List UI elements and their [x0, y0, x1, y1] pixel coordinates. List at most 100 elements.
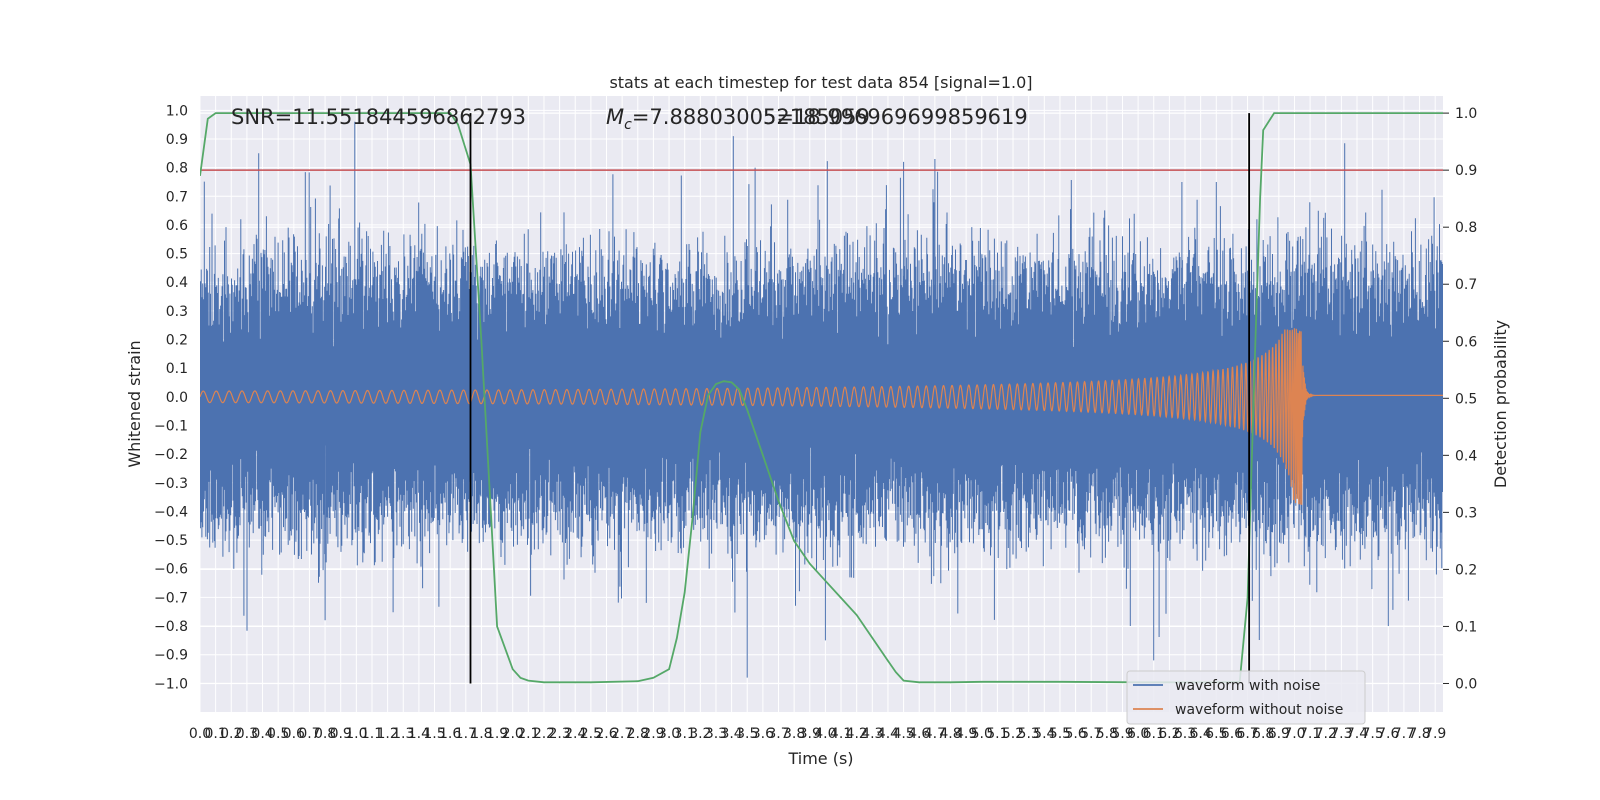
x-tick-label: 3.0: [658, 726, 680, 742]
overlap-annotation: 5=18.996969699859619: [763, 105, 1028, 129]
x-tick-label: 0.4: [251, 726, 273, 742]
x-tick-label: 7.4: [1346, 726, 1368, 742]
y2-tick-label: 0.7: [1455, 277, 1477, 293]
y-tick-label: 0.6: [166, 218, 188, 234]
y-tick-label: 0.9: [166, 132, 188, 148]
x-tick-label: 3.2: [689, 726, 711, 742]
y-tick-label: −0.8: [154, 619, 188, 635]
x-tick-label: 1.3: [392, 726, 414, 742]
x-axis-label: Time (s): [787, 749, 853, 768]
chirp-mass-value: =7.888030052185059: [632, 105, 870, 129]
y-axis-label: Whitened strain: [125, 340, 144, 467]
x-tick-label: 7.2: [1315, 726, 1337, 742]
x-tick-label: 2.4: [564, 726, 586, 742]
y-tick-label: 0.7: [166, 189, 188, 205]
x-tick-label: 1.8: [470, 726, 492, 742]
x-tick-label: 4.4: [877, 726, 899, 742]
y-tick-label: 0.5: [166, 247, 188, 263]
x-tick-label: 4.0: [814, 726, 836, 742]
x-tick-label: 1.5: [423, 726, 445, 742]
x-tick-label: 7.1: [1299, 726, 1321, 742]
y-tick-labels: −1.0 −0.9 −0.8 −0.7 −0.6 −0.5 −0.4 −0.3 −0.2 −0.1…: [154, 103, 188, 692]
x-tick-label: 1.6: [439, 726, 461, 742]
x-tick-label: 3.8: [783, 726, 805, 742]
x-tick-label: 0.3: [236, 726, 258, 742]
y-tick-label: −0.1: [154, 418, 188, 434]
x-tick-label: 7.7: [1393, 726, 1415, 742]
x-tick-label: 7.3: [1330, 726, 1352, 742]
x-tick-label: 3.9: [799, 726, 821, 742]
y2-tick-label: 0.3: [1455, 505, 1477, 521]
x-tick-label: 0.1: [205, 726, 227, 742]
x-tick-label: 6.4: [1190, 726, 1212, 742]
x-tick-label: 1.4: [408, 726, 430, 742]
x-tick-label: 2.7: [611, 726, 633, 742]
x-tick-label: 0.9: [330, 726, 352, 742]
y-tick-label: 0.1: [166, 361, 188, 377]
x-tick-label: 5.1: [986, 726, 1008, 742]
x-tick-label: 3.1: [674, 726, 696, 742]
chart-title: stats at each timestep for test data 854…: [609, 73, 1032, 92]
x-tick-label: 7.9: [1424, 726, 1446, 742]
x-tick-label: 4.6: [908, 726, 930, 742]
y2-tick-labels: 0.0 0.1 0.2 0.3 0.4 0.5 0.6 0.7 0.8 0.9 1.0: [1443, 106, 1477, 692]
x-tick-label: 4.1: [830, 726, 852, 742]
x-tick-label: 2.3: [548, 726, 570, 742]
y-tick-label: −0.4: [154, 504, 188, 520]
x-tick-label: 2.8: [627, 726, 649, 742]
x-tick-label: 5.7: [1080, 726, 1102, 742]
y-tick-label: 0.2: [166, 333, 188, 349]
legend-box: [1126, 670, 1366, 725]
x-tick-label: 6.7: [1236, 726, 1258, 742]
x-tick-label: 5.9: [1111, 726, 1133, 742]
x-tick-label: 3.4: [720, 726, 742, 742]
x-tick-label: 4.7: [924, 726, 946, 742]
x-tick-label: 5.6: [1064, 726, 1086, 742]
x-tick-label: 6.0: [1127, 726, 1149, 742]
x-tick-label: 4.3: [861, 726, 883, 742]
y-tick-label: −0.7: [154, 590, 188, 606]
y2-tick-label: 1.0: [1455, 106, 1477, 122]
x-tick-label: 2.9: [642, 726, 664, 742]
x-tick-label: 7.8: [1408, 726, 1430, 742]
x-tick-label: 2.1: [517, 726, 539, 742]
y2-tick-label: 0.0: [1455, 676, 1477, 692]
x-tick-label: 1.0: [345, 726, 367, 742]
legend: waveform with noise waveform without noi…: [1126, 670, 1366, 725]
y2-tick-label: 0.6: [1455, 334, 1477, 350]
x-tick-label: 6.1: [1143, 726, 1165, 742]
x-tick-label: 7.0: [1283, 726, 1305, 742]
y-tick-label: 0.0: [166, 390, 188, 406]
x-tick-label: 3.6: [752, 726, 774, 742]
x-tick-label: 6.2: [1158, 726, 1180, 742]
x-tick-label: 0.8: [314, 726, 336, 742]
snr-annotation: SNR=11.551844596862793: [231, 105, 526, 129]
y2-tick-label: 0.9: [1455, 163, 1477, 179]
x-tick-label: 1.1: [361, 726, 383, 742]
x-tick-label: 4.8: [939, 726, 961, 742]
series-waveform-with-noise: [200, 121, 1443, 678]
x-tick-labels: 0.00.10.20.30.40.50.60.70.80.91.01.11.21…: [189, 726, 1446, 742]
legend-label-noise: waveform with noise: [1175, 678, 1320, 694]
y2-tick-label: 0.4: [1455, 448, 1477, 464]
x-tick-label: 0.5: [267, 726, 289, 742]
x-tick-label: 3.5: [736, 726, 758, 742]
y-tick-label: −0.3: [154, 476, 188, 492]
x-tick-label: 5.8: [1096, 726, 1118, 742]
x-tick-label: 6.6: [1221, 726, 1243, 742]
x-tick-label: 0.0: [189, 726, 211, 742]
x-tick-label: 5.2: [1002, 726, 1024, 742]
y-tick-label: 0.4: [166, 275, 188, 291]
y-tick-label: −0.6: [154, 562, 188, 578]
x-tick-label: 2.0: [502, 726, 524, 742]
x-tick-label: 0.6: [283, 726, 305, 742]
x-tick-label: 4.2: [846, 726, 868, 742]
y2-axis-label: Detection probability: [1491, 320, 1510, 488]
y-tick-label: −1.0: [154, 676, 188, 692]
y-tick-label: −0.9: [154, 648, 188, 664]
y-tick-label: 1.0: [166, 103, 188, 119]
x-tick-label: 5.5: [1049, 726, 1071, 742]
x-tick-label: 6.9: [1268, 726, 1290, 742]
x-tick-label: 3.7: [767, 726, 789, 742]
